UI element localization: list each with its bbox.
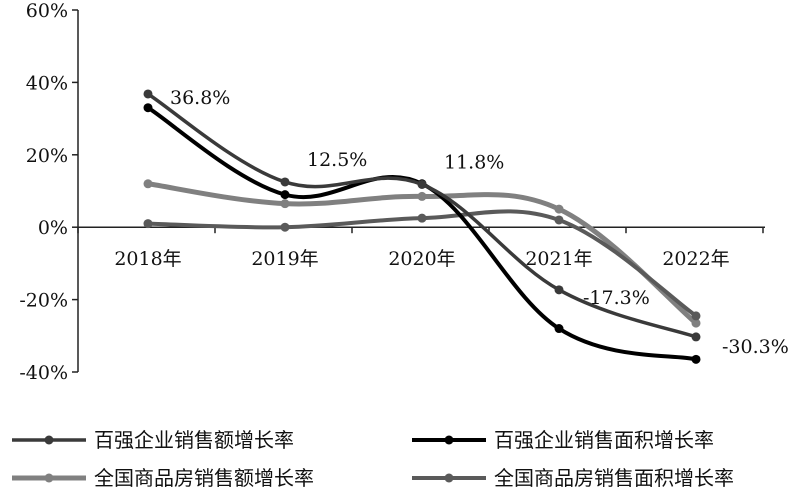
series-lines (143, 89, 701, 364)
y-tick-label: -40% (19, 362, 68, 384)
legend-label: 全国商品房销售面积增长率 (494, 466, 734, 490)
y-tick-label: 60% (26, 0, 68, 22)
legend-label: 百强企业销售面积增长率 (494, 428, 714, 452)
series-1-point (280, 177, 290, 187)
series-1-point (417, 179, 427, 189)
x-tick-label: 2019年 (251, 248, 318, 270)
legend-label: 百强企业销售额增长率 (94, 428, 294, 452)
legend-swatch-marker (444, 473, 454, 483)
x-axis: 2018年 2019年 2020年 2021年 2022年 (77, 226, 765, 270)
series-3-point (554, 204, 564, 214)
legend-entry-1: 百强企业销售额增长率 (12, 428, 294, 452)
data-label: 11.8% (444, 151, 504, 173)
y-axis: 60% 40% 20% 0% -20% -40% (19, 0, 79, 384)
data-labels: 36.8% 12.5% 11.8% -17.3% -30.3% (170, 87, 789, 358)
x-tick-label: 2018年 (114, 248, 181, 270)
x-tick-label: 2022年 (662, 248, 729, 270)
legend-entry-2: 百强企业销售面积增长率 (412, 428, 714, 452)
series-2-point (691, 354, 701, 364)
series-2-point (554, 324, 564, 334)
data-label: 36.8% (170, 87, 230, 109)
series-4-point (691, 311, 701, 321)
legend-label: 全国商品房销售额增长率 (94, 466, 314, 490)
legend-entry-3: 全国商品房销售额增长率 (12, 466, 314, 490)
series-line-2 (146, 105, 698, 362)
data-label: -17.3% (583, 287, 650, 309)
data-label: 12.5% (307, 149, 367, 171)
series-3-point (691, 318, 701, 328)
series-1-point (691, 332, 701, 342)
series-4-point (417, 213, 427, 223)
legend-swatch-marker (444, 435, 454, 445)
series-2-point (143, 103, 153, 113)
y-tick-label: 40% (26, 72, 68, 94)
series-3-point (280, 199, 290, 209)
series-4-point (143, 219, 153, 229)
x-tick-label: 2021年 (525, 248, 592, 270)
legend-swatch-marker (44, 473, 54, 483)
x-tick-label: 2020年 (388, 248, 455, 270)
series-3-point (417, 191, 427, 201)
series-3-point (143, 179, 153, 189)
y-tick-label: 20% (26, 145, 68, 167)
series-1-point (554, 285, 564, 295)
series-4-point (554, 215, 564, 225)
data-label: -30.3% (722, 336, 789, 358)
legend-swatch-marker (44, 435, 54, 445)
y-tick-label: -20% (19, 290, 68, 312)
y-tick-label: 0% (38, 217, 68, 239)
legend-entry-4: 全国商品房销售面积增长率 (412, 466, 734, 490)
series-2-point (280, 190, 290, 200)
series-1-point (143, 89, 153, 99)
series-4-point (280, 222, 290, 232)
